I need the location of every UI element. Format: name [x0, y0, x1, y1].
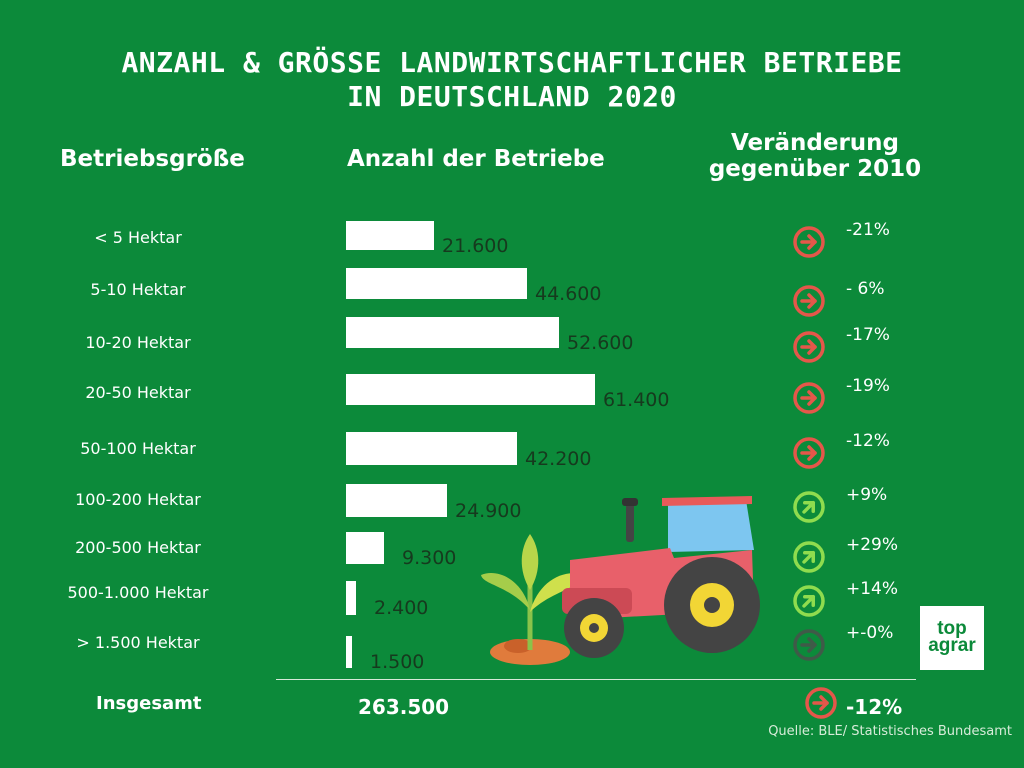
- total-divider: [276, 679, 916, 680]
- row-label: > 1.500 Hektar: [76, 633, 200, 652]
- row-label: < 5 Hektar: [94, 228, 182, 247]
- tractor-illustration: [562, 496, 760, 658]
- trend-down-arrow-icon: [792, 436, 826, 470]
- topagrar-logo: top agrar: [920, 606, 984, 670]
- trend-down-arrow-icon: [792, 330, 826, 364]
- chart-title-line2: IN DEUTSCHLAND 2020: [347, 80, 677, 113]
- logo-line1: top: [937, 618, 967, 639]
- bar-value-label: 21.600: [442, 234, 509, 257]
- change-label: +9%: [846, 485, 888, 505]
- row-label: 50-100 Hektar: [80, 439, 196, 458]
- bar-value-label: 52.600: [567, 331, 634, 354]
- bar-value-label: 61.400: [603, 388, 670, 411]
- header-change-line1: Veränderung: [731, 130, 899, 156]
- trend-up-arrow-icon: [792, 540, 826, 574]
- total-label: Insgesamt: [96, 693, 202, 714]
- change-label: +14%: [846, 579, 899, 599]
- bar: [346, 484, 447, 517]
- header-count: Anzahl der Betriebe: [347, 146, 605, 172]
- bar-value-label: 44.600: [535, 282, 602, 305]
- change-label: -17%: [846, 325, 890, 345]
- change-label: +-0%: [846, 623, 894, 643]
- bar-value-label: 9.300: [402, 547, 457, 569]
- total-value: 263.500: [358, 695, 450, 719]
- bar-value-label: 1.500: [370, 651, 425, 673]
- chart-title: ANZAHL & GRÖSSE LANDWIRTSCHAFTLICHER BET…: [0, 46, 1024, 114]
- bar: [346, 581, 356, 615]
- source-note: Quelle: BLE/ Statistisches Bundesamt: [768, 724, 1012, 739]
- bar-value-label: 24.900: [455, 499, 522, 522]
- row-label: 5-10 Hektar: [90, 280, 186, 299]
- change-label: -12%: [846, 431, 890, 451]
- bar: [346, 432, 517, 465]
- bar: [346, 317, 559, 348]
- trend-down-arrow-icon: [792, 381, 826, 415]
- change-label: - 6%: [846, 279, 885, 299]
- trend-up-arrow-icon: [792, 490, 826, 524]
- row-label: 10-20 Hektar: [85, 333, 191, 352]
- change-label: -21%: [846, 220, 890, 240]
- bar: [346, 374, 595, 405]
- logo-line2: agrar: [928, 635, 976, 656]
- row-label: 100-200 Hektar: [75, 490, 201, 509]
- change-label: +29%: [846, 535, 899, 555]
- change-label: -19%: [846, 376, 890, 396]
- chart-title-line1: ANZAHL & GRÖSSE LANDWIRTSCHAFTLICHER BET…: [121, 46, 903, 79]
- bar: [346, 221, 434, 250]
- total-change: -12%: [846, 695, 903, 719]
- bar: [346, 268, 527, 299]
- header-change: Veränderung gegenüber 2010: [690, 130, 940, 182]
- bar-value-label: 2.400: [374, 597, 429, 619]
- total-trend-arrow-icon: [804, 686, 838, 720]
- trend-down-arrow-icon: [792, 284, 826, 318]
- row-label: 200-500 Hektar: [75, 538, 201, 557]
- bar: [346, 532, 384, 564]
- trend-flat-arrow-icon: [792, 628, 826, 662]
- row-label: 20-50 Hektar: [85, 383, 191, 402]
- header-change-line2: gegenüber 2010: [708, 156, 922, 182]
- trend-down-arrow-icon: [792, 225, 826, 259]
- trend-up-arrow-icon: [792, 584, 826, 618]
- bar-value-label: 42.200: [525, 447, 592, 470]
- bar: [346, 636, 352, 668]
- row-label: 500-1.000 Hektar: [67, 583, 209, 602]
- header-size: Betriebsgröße: [60, 146, 245, 172]
